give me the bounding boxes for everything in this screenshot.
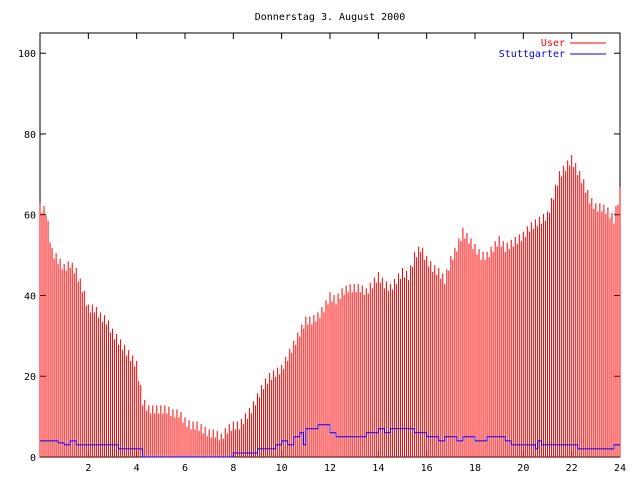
x-tick-label: 22	[566, 463, 578, 474]
x-tick-label: 10	[276, 463, 288, 474]
legend-stuttgarter-label: Stuttgarter	[499, 49, 565, 60]
y-tick-label: 20	[24, 372, 36, 383]
x-tick-label: 12	[324, 463, 336, 474]
x-tick-label: 8	[230, 463, 236, 474]
x-tick-label: 4	[134, 463, 140, 474]
x-tick-label: 6	[182, 463, 188, 474]
y-tick-label: 60	[24, 211, 36, 222]
x-tick-label: 18	[469, 463, 481, 474]
user-bars	[39, 154, 621, 457]
x-tick-label: 14	[372, 463, 384, 474]
stuttgarter-line	[40, 424, 620, 458]
y-tick-label: 40	[24, 291, 36, 302]
legend: User Stuttgarter	[499, 38, 606, 60]
stuttgarter-path	[40, 424, 620, 458]
y-tick-label: 100	[18, 49, 36, 60]
y-tick-label: 80	[24, 130, 36, 141]
chart-title: Donnerstag 3. August 2000	[255, 12, 406, 23]
x-tick-label: 2	[85, 463, 91, 474]
x-tick-label: 20	[517, 463, 529, 474]
x-tick-label: 24	[614, 463, 626, 474]
legend-user-label: User	[541, 38, 565, 49]
x-tick-label: 16	[421, 463, 433, 474]
y-tick-label: 0	[30, 453, 36, 464]
